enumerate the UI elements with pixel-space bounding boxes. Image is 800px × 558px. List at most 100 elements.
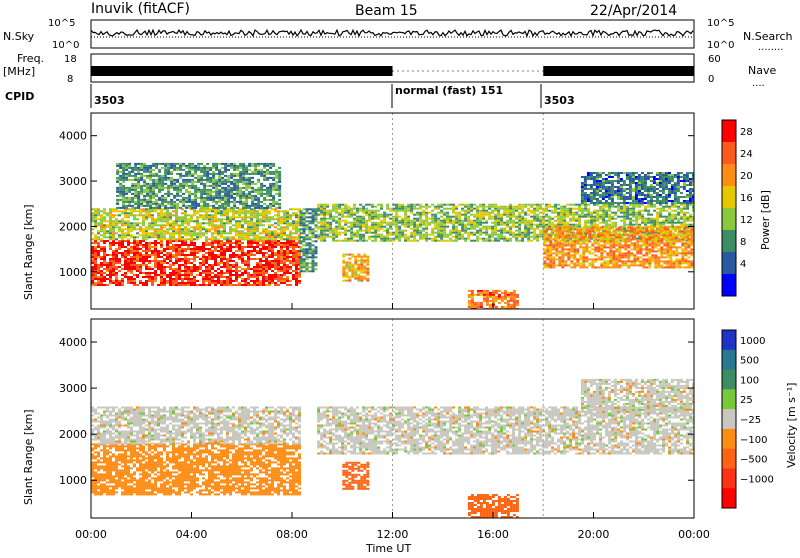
data-cell (178, 238, 181, 240)
data-cell (133, 262, 136, 264)
data-cell (521, 232, 524, 234)
data-cell (563, 206, 566, 208)
data-cell (209, 195, 212, 197)
data-cell (190, 262, 193, 264)
data-cell (275, 173, 278, 175)
data-cell (188, 179, 191, 181)
data-cell (232, 212, 235, 214)
data-cell (350, 238, 353, 240)
data-cell (401, 222, 404, 224)
data-cell (124, 246, 127, 248)
data-cell (235, 224, 238, 226)
data-cell (265, 246, 268, 248)
data-cell (163, 270, 166, 272)
data-cell (356, 220, 359, 222)
data-cell (115, 280, 118, 282)
data-cell (419, 206, 422, 208)
data-cell (253, 254, 256, 256)
data-cell (244, 228, 247, 230)
data-cell (272, 189, 275, 191)
data-cell (217, 250, 220, 252)
data-cell (145, 234, 148, 236)
data-cell (100, 284, 103, 286)
data-cell (434, 220, 437, 222)
data-cell (383, 230, 386, 232)
data-cell (205, 284, 208, 286)
data-cell (115, 222, 118, 224)
data-cell (419, 224, 422, 226)
data-cell (94, 234, 97, 236)
data-cell (211, 278, 214, 280)
data-cell (112, 268, 115, 270)
data-cell (235, 238, 238, 240)
data-cell (103, 212, 106, 214)
data-cell (164, 165, 167, 167)
data-cell (431, 222, 434, 224)
data-cell (224, 163, 227, 165)
data-cell (143, 183, 146, 185)
data-cell (242, 177, 245, 179)
data-cell (260, 173, 263, 175)
data-cell (323, 222, 326, 224)
data-cell (271, 256, 274, 258)
data-cell (306, 266, 309, 268)
data-cell (182, 165, 185, 167)
data-cell (152, 169, 155, 171)
data-cell (506, 208, 509, 210)
data-cell (187, 228, 190, 230)
data-cell (220, 250, 223, 252)
data-cell (166, 276, 169, 278)
data-cell (152, 195, 155, 197)
data-cell (185, 189, 188, 191)
data-cell (121, 246, 124, 248)
data-cell (94, 238, 97, 240)
data-cell (557, 222, 560, 224)
data-cell (194, 189, 197, 191)
data-cell (446, 214, 449, 216)
data-cell (173, 195, 176, 197)
data-cell (338, 224, 341, 226)
data-cell (653, 218, 656, 220)
data-cell (265, 238, 268, 240)
data-cell (248, 181, 251, 183)
data-cell (315, 234, 318, 236)
data-cell (309, 238, 312, 240)
data-cell (268, 216, 271, 218)
data-cell (208, 244, 211, 246)
data-cell (260, 185, 263, 187)
data-cell (202, 216, 205, 218)
data-cell (250, 226, 253, 228)
data-cell (470, 224, 473, 226)
data-cell (97, 254, 100, 256)
data-cell (374, 236, 377, 238)
data-cell (214, 224, 217, 226)
data-cell (269, 191, 272, 193)
data-cell (323, 240, 326, 242)
data-cell (139, 252, 142, 254)
data-cell (482, 206, 485, 208)
data-cell (136, 232, 139, 234)
data-cell (205, 228, 208, 230)
data-cell (395, 228, 398, 230)
data-cell (338, 218, 341, 220)
data-cell (197, 203, 200, 205)
data-cell (241, 216, 244, 218)
data-cell (626, 216, 629, 218)
data-cell (109, 218, 112, 220)
data-cell (362, 220, 365, 222)
data-cell (119, 193, 122, 195)
data-cell (122, 201, 125, 203)
data-cell (250, 224, 253, 226)
data-cell (118, 234, 121, 236)
data-cell (443, 240, 446, 242)
data-cell (277, 270, 280, 272)
data-cell (278, 171, 281, 173)
data-cell (139, 248, 142, 250)
data-cell (224, 187, 227, 189)
data-cell (158, 179, 161, 181)
data-cell (416, 232, 419, 234)
data-cell (467, 232, 470, 234)
data-cell (599, 216, 602, 218)
data-cell (320, 226, 323, 228)
data-cell (363, 262, 366, 264)
